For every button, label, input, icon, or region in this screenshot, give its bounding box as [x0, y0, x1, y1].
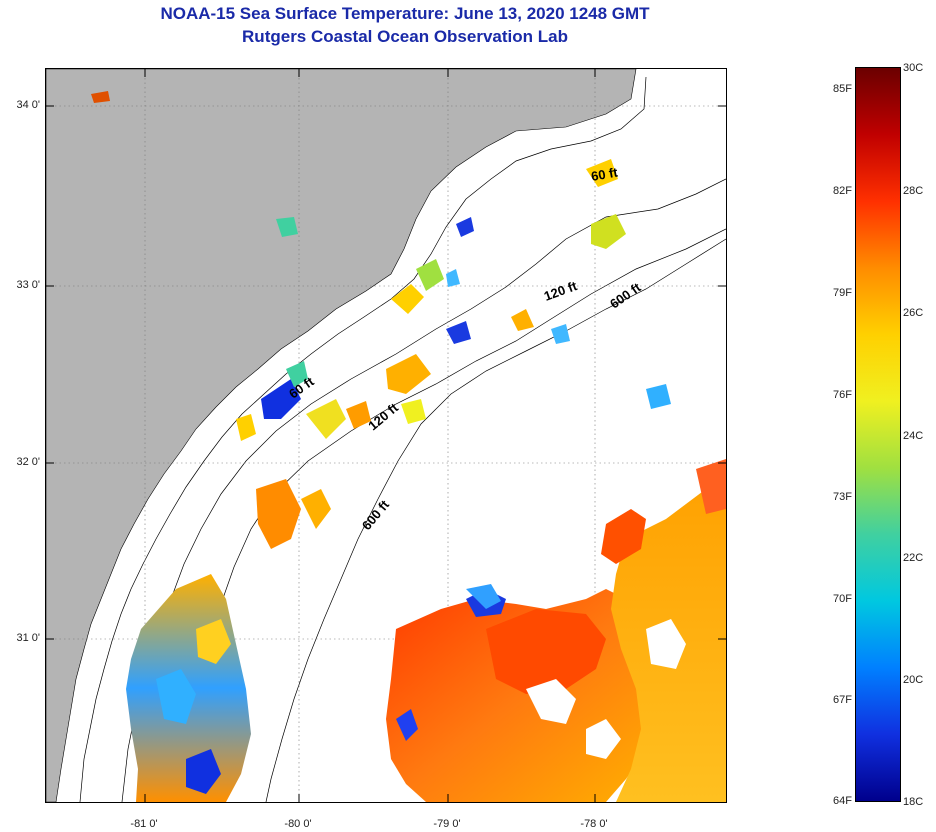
colorbar-c-label: 26C: [903, 307, 924, 319]
map-title: NOAA-15 Sea Surface Temperature: June 13…: [160, 4, 650, 23]
colorbar-f-label: 73F: [833, 491, 852, 503]
colorbar-f-label: 70F: [833, 593, 852, 605]
isobath-label: 600 ft: [607, 279, 644, 311]
lon-label: -81 0': [130, 818, 158, 830]
colorbar-f-label: 82F: [833, 185, 852, 197]
colorbar-f-label: 76F: [833, 389, 852, 401]
tick-marks: [46, 69, 726, 802]
colorbar-c-label: 18C: [903, 796, 924, 808]
isobath-600ft: [265, 238, 726, 802]
coastline: [79, 76, 647, 802]
sst-map: 60 ft 120 ft 600 ft 60 ft 120 ft 600 ft: [45, 68, 727, 803]
colorbar-f-label: 67F: [833, 694, 852, 706]
lat-label: 31 0': [16, 632, 40, 644]
colorbar-c-label: 28C: [903, 185, 924, 197]
colorbar-c-label: 20C: [903, 674, 924, 686]
lat-label: 33 0': [16, 279, 40, 291]
lon-label: -78 0': [580, 818, 608, 830]
land-mass: [46, 69, 637, 802]
lon-label: -79 0': [433, 818, 461, 830]
lon-label: -80 0': [284, 818, 312, 830]
sst-map-canvas: 60 ft 120 ft 600 ft 60 ft 120 ft 600 ft: [46, 69, 726, 802]
isobath-label: 60 ft: [590, 164, 620, 184]
isobath-label: 600 ft: [359, 497, 393, 533]
isobath-label: 120 ft: [542, 278, 580, 304]
colorbar-f-label: 79F: [833, 287, 852, 299]
colorbar-f-label: 64F: [833, 795, 852, 807]
map-subtitle: Rutgers Coastal Ocean Observation Lab: [242, 27, 568, 46]
lat-label: 32 0': [16, 456, 40, 468]
lat-label: 34 0': [16, 99, 40, 111]
colorbar-c-label: 24C: [903, 430, 924, 442]
sst-data: [91, 91, 726, 802]
temperature-colorbar: [855, 67, 901, 802]
colorbar-c-label: 22C: [903, 552, 924, 564]
colorbar-c-label: 30C: [903, 62, 924, 74]
colorbar-f-label: 85F: [833, 83, 852, 95]
isobath-label: 120 ft: [365, 400, 401, 434]
